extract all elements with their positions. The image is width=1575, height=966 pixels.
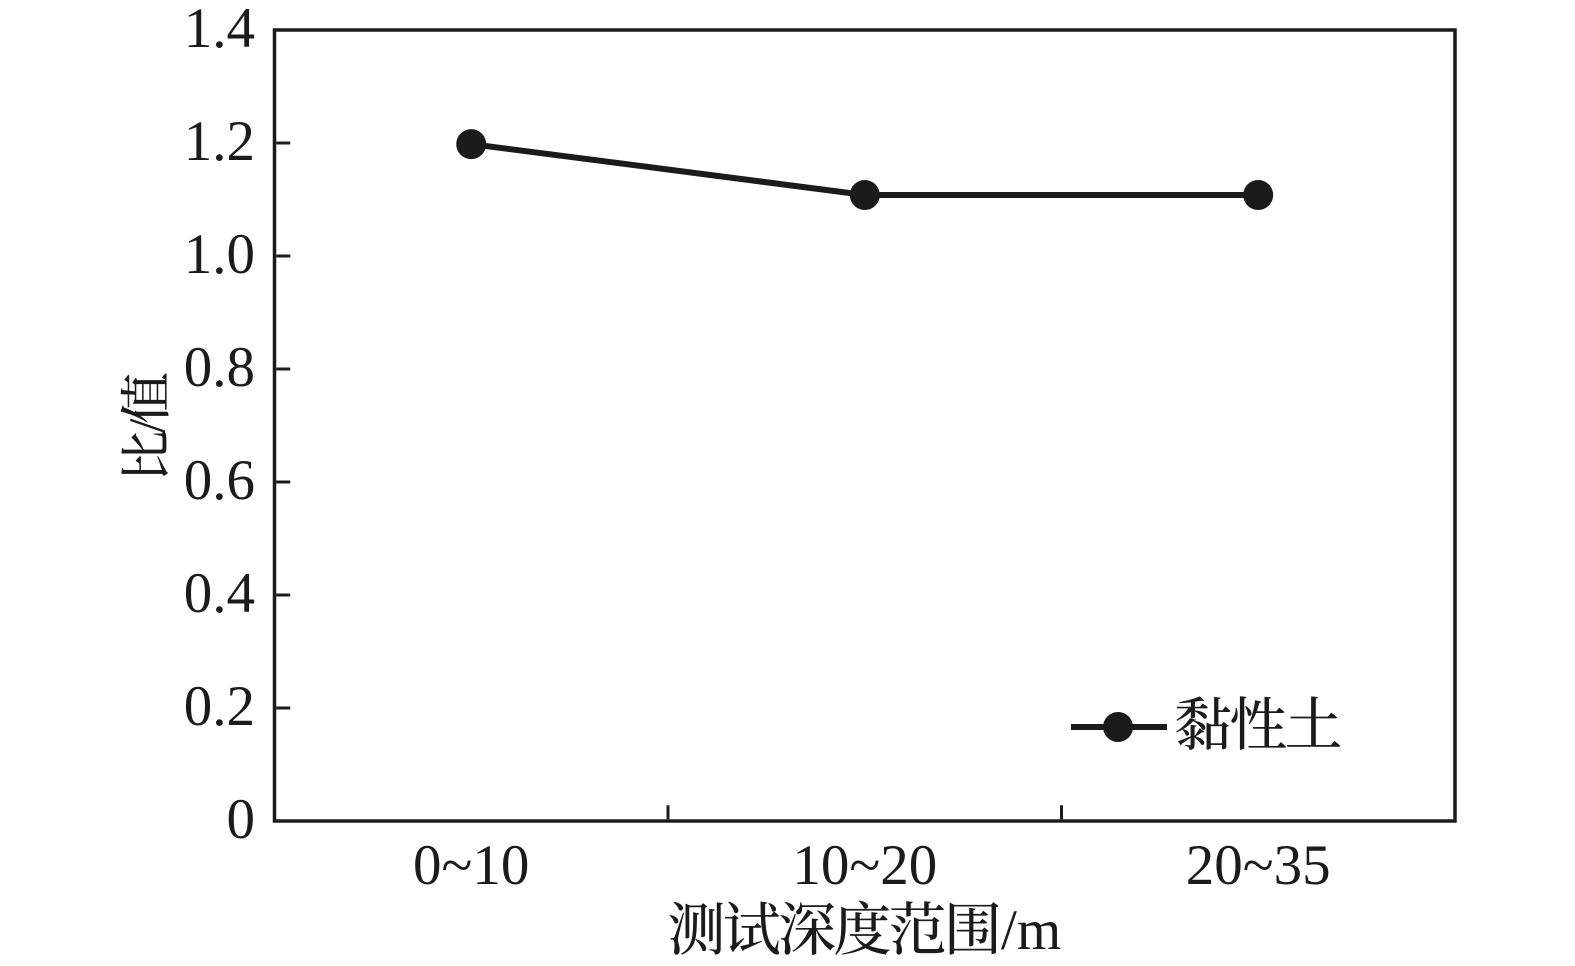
svg-text:1.2: 1.2: [184, 110, 255, 173]
svg-text:0~10: 0~10: [413, 834, 529, 897]
svg-text:1.0: 1.0: [184, 223, 255, 286]
svg-text:10~20: 10~20: [792, 834, 937, 897]
svg-text:0.8: 0.8: [184, 336, 255, 399]
svg-text:1.4: 1.4: [184, 0, 255, 60]
svg-text:0.4: 0.4: [184, 562, 255, 625]
svg-text:/m: /m: [1001, 899, 1061, 962]
svg-text:0.6: 0.6: [184, 449, 255, 512]
svg-text:20~35: 20~35: [1186, 834, 1331, 897]
svg-text:0: 0: [227, 788, 256, 851]
svg-text:0.2: 0.2: [184, 675, 255, 738]
svg-text:/: /: [119, 418, 176, 433]
